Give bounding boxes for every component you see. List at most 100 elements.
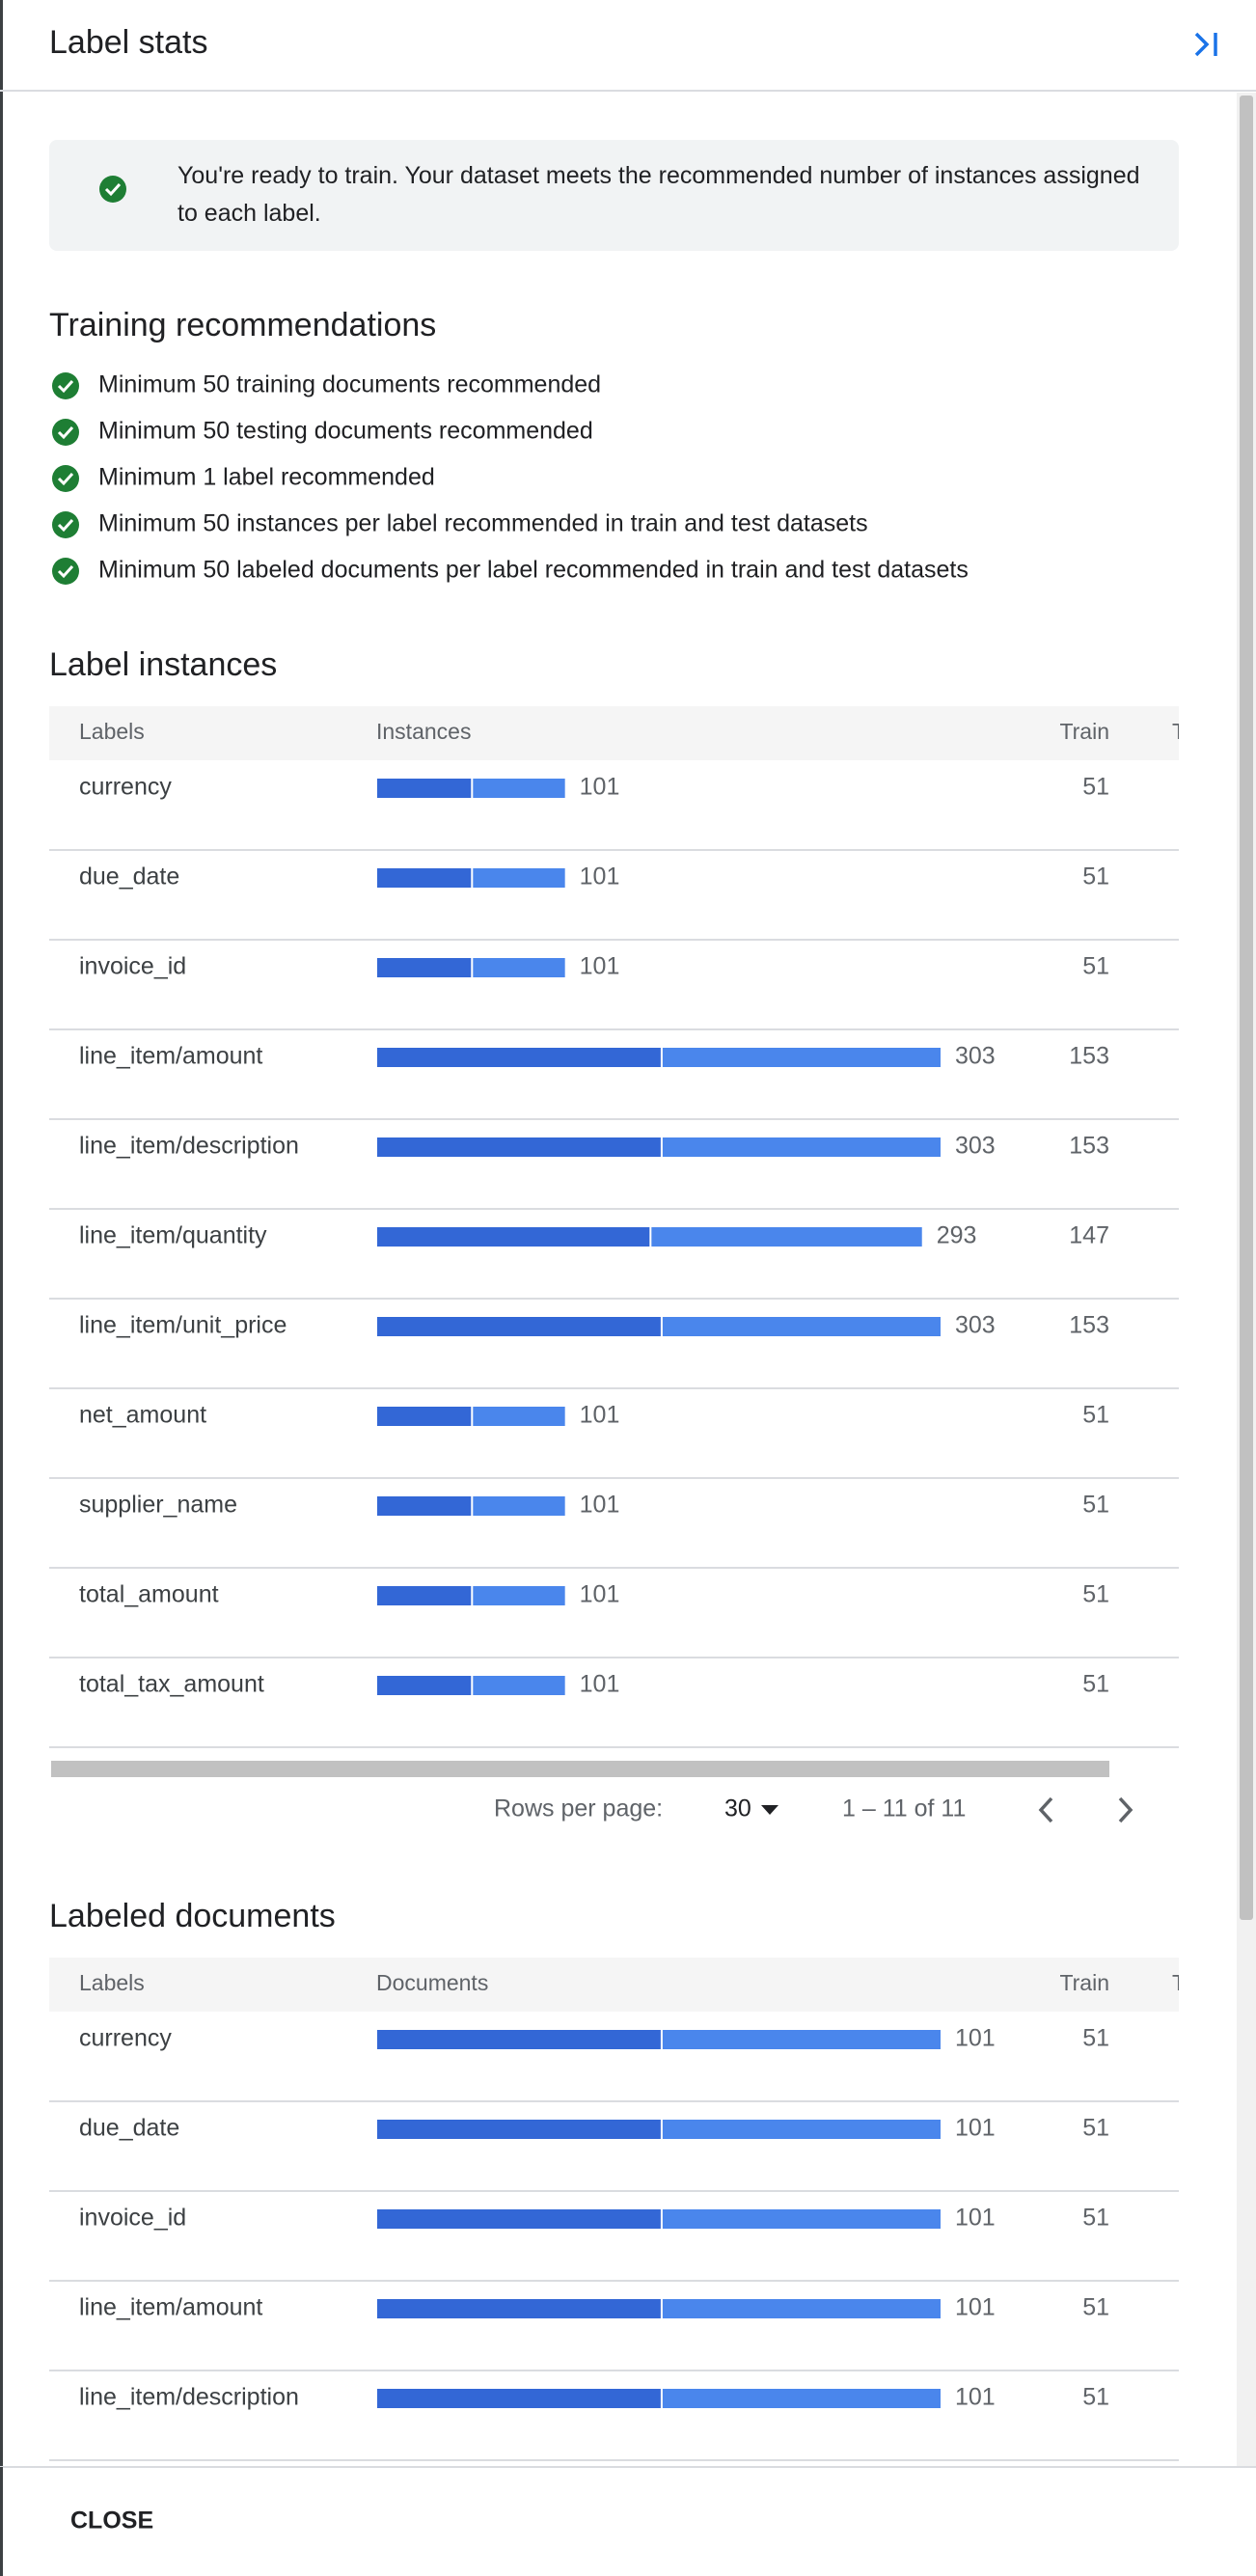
banner bbox=[49, 140, 1179, 251]
check-icon bbox=[52, 419, 79, 446]
h-scrollbar[interactable] bbox=[51, 1761, 1109, 1777]
total-value: 303 bbox=[955, 1043, 996, 1070]
column-header: Labels bbox=[79, 1970, 145, 1995]
column-header: Documents bbox=[376, 1970, 488, 1995]
train-value: 51 bbox=[1082, 953, 1109, 980]
train-bar bbox=[377, 1317, 662, 1336]
total-value: 101 bbox=[580, 863, 620, 891]
train-value: 51 bbox=[1082, 774, 1109, 801]
table-header bbox=[49, 706, 1179, 760]
panel-title: Label stats bbox=[49, 24, 207, 61]
train-bar bbox=[377, 2030, 662, 2049]
check-icon bbox=[52, 558, 79, 585]
train-bar bbox=[377, 2120, 662, 2139]
footer bbox=[0, 2467, 1256, 2576]
train-bar bbox=[377, 1407, 473, 1426]
train-value: 51 bbox=[1082, 2025, 1109, 2052]
row-label: due_date bbox=[79, 863, 179, 891]
section-title: Labeled documents bbox=[49, 1898, 336, 1934]
total-value: 101 bbox=[580, 1402, 620, 1429]
train-value: 153 bbox=[1069, 1312, 1109, 1339]
close-button[interactable]: CLOSE bbox=[70, 2507, 153, 2535]
total-value: 101 bbox=[955, 2115, 996, 2142]
total-value: 101 bbox=[580, 1492, 620, 1519]
row-label: line_item/amount bbox=[79, 2294, 262, 2321]
train-bar bbox=[377, 2389, 662, 2408]
train-value: 153 bbox=[1069, 1133, 1109, 1160]
total-value: 101 bbox=[955, 2205, 996, 2232]
train-value: 51 bbox=[1082, 2115, 1109, 2142]
row-label: currency bbox=[79, 2025, 172, 2052]
row-label: line_item/unit_price bbox=[79, 1312, 287, 1339]
row-label: invoice_id bbox=[79, 2205, 186, 2232]
train-value: 51 bbox=[1082, 2384, 1109, 2411]
train-bar bbox=[377, 2209, 662, 2229]
check-icon bbox=[52, 372, 79, 399]
row-label: invoice_id bbox=[79, 953, 186, 980]
row-label: net_amount bbox=[79, 1402, 206, 1429]
train-value: 51 bbox=[1082, 1492, 1109, 1519]
page-range: 1 – 11 of 11 bbox=[842, 1795, 966, 1822]
recommendation: Minimum 1 label recommended bbox=[98, 464, 435, 491]
train-bar bbox=[377, 1496, 473, 1516]
check-icon bbox=[52, 511, 79, 538]
row-label: line_item/description bbox=[79, 2384, 299, 2411]
check-mark bbox=[57, 379, 74, 394]
dropdown-arrow[interactable] bbox=[761, 1805, 778, 1815]
train-bar bbox=[377, 958, 473, 977]
row-label: supplier_name bbox=[79, 1492, 237, 1519]
train-value: 147 bbox=[1069, 1222, 1109, 1249]
prev-page[interactable] bbox=[1038, 1796, 1053, 1823]
check-mark bbox=[57, 564, 74, 579]
section-title: Label instances bbox=[49, 646, 277, 683]
column-header: Train bbox=[1059, 719, 1109, 744]
train-bar bbox=[377, 2299, 662, 2318]
row-label: due_date bbox=[79, 2115, 179, 2142]
row-label: line_item/quantity bbox=[79, 1222, 267, 1249]
column-header: T bbox=[1172, 719, 1186, 744]
rows-per-page-select[interactable]: 30 bbox=[724, 1795, 751, 1822]
column-header: Instances bbox=[376, 719, 471, 744]
rows-per-page-label: Rows per page: bbox=[494, 1795, 663, 1822]
total-value: 293 bbox=[937, 1222, 977, 1249]
train-bar bbox=[377, 779, 473, 798]
row-label: currency bbox=[79, 774, 172, 801]
row-label: total_tax_amount bbox=[79, 1671, 264, 1698]
banner-text: You're ready to train. Your dataset meet… bbox=[177, 162, 1140, 227]
total-value: 101 bbox=[955, 2384, 996, 2411]
train-bar bbox=[377, 1048, 662, 1067]
check-icon bbox=[52, 465, 79, 492]
check-mark bbox=[57, 518, 74, 533]
total-value: 303 bbox=[955, 1133, 996, 1160]
panel-edge bbox=[0, 0, 3, 2576]
total-value: 303 bbox=[955, 1312, 996, 1339]
recommendation: Minimum 50 testing documents recommended bbox=[98, 418, 593, 445]
train-value: 51 bbox=[1082, 2205, 1109, 2232]
check-mark bbox=[57, 425, 74, 440]
column-header: Train bbox=[1059, 1970, 1109, 1995]
train-value: 51 bbox=[1082, 863, 1109, 891]
recommendation: Minimum 50 instances per label recommend… bbox=[98, 510, 868, 537]
panel-edge bbox=[0, 2467, 3, 2576]
column-header: T bbox=[1172, 1970, 1186, 1995]
train-bar bbox=[377, 868, 473, 888]
total-value: 101 bbox=[580, 953, 620, 980]
scroll-thumb[interactable] bbox=[1240, 96, 1253, 1920]
train-value: 153 bbox=[1069, 1043, 1109, 1070]
row-label: line_item/amount bbox=[79, 1043, 262, 1070]
collapse-button[interactable] bbox=[1194, 32, 1217, 57]
section-title: Training recommendations bbox=[49, 307, 436, 343]
row-label: total_amount bbox=[79, 1581, 219, 1608]
next-page[interactable] bbox=[1118, 1796, 1133, 1823]
check-mark bbox=[57, 472, 74, 486]
recommendation: Minimum 50 training documents recommende… bbox=[98, 371, 601, 398]
train-value: 51 bbox=[1082, 1581, 1109, 1608]
train-value: 51 bbox=[1082, 2294, 1109, 2321]
row-label: line_item/description bbox=[79, 1133, 299, 1160]
train-value: 51 bbox=[1082, 1671, 1109, 1698]
train-bar bbox=[377, 1586, 473, 1605]
